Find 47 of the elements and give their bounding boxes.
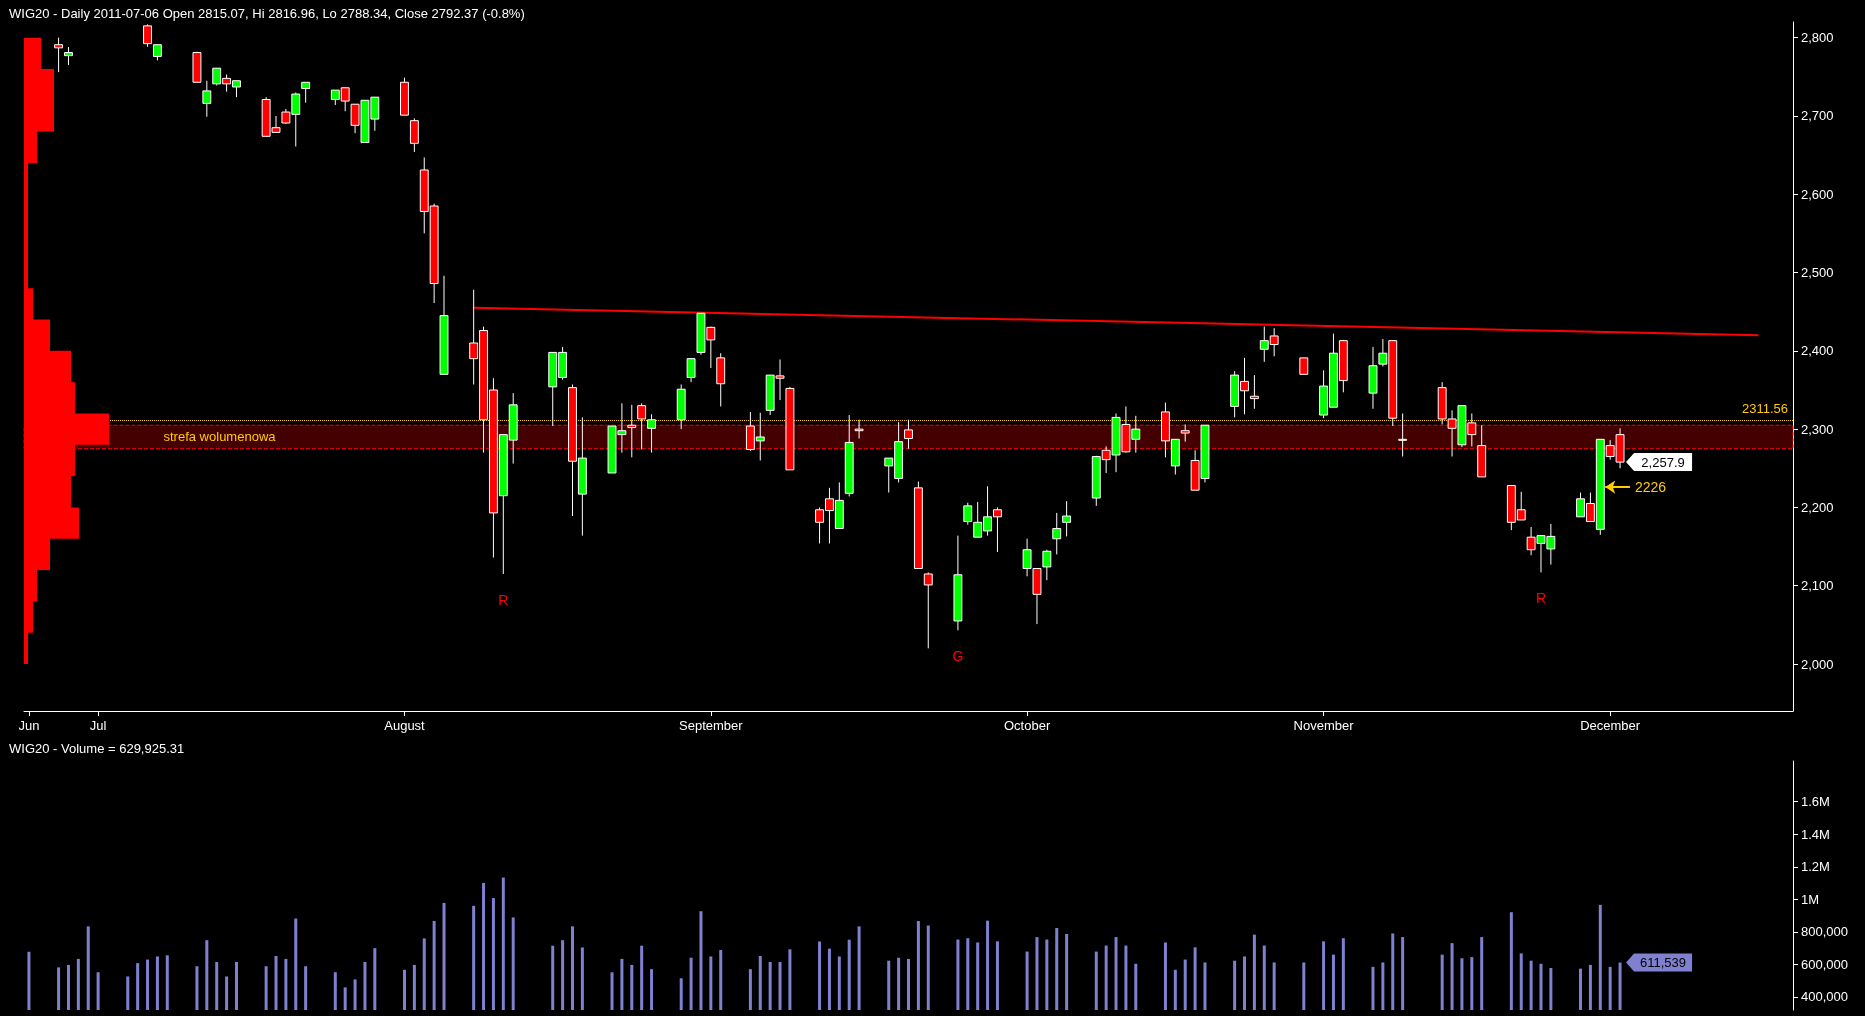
x-tick-label: September xyxy=(679,718,744,733)
x-tick-label: October xyxy=(1003,718,1051,733)
candlestick xyxy=(1052,512,1062,555)
y-tick-label: 2,000 xyxy=(1801,656,1834,672)
candlestick xyxy=(409,117,419,153)
candlestick xyxy=(54,37,64,73)
ref-line-label: 2311.56 xyxy=(1741,401,1788,417)
y-tick-label: 2,100 xyxy=(1801,578,1834,594)
y-tick-label: 1.2M xyxy=(1801,859,1830,875)
x-tick-label: Jul xyxy=(89,718,107,733)
candlestick xyxy=(1249,374,1259,410)
candlestick xyxy=(301,81,311,104)
annotation: R xyxy=(1535,590,1547,607)
x-tick-label: November xyxy=(1293,718,1355,733)
y-tick-label: 400,000 xyxy=(1801,989,1848,1005)
candlestick xyxy=(143,23,152,48)
candlestick xyxy=(963,502,973,526)
annotation: 611,539 xyxy=(1640,955,1687,971)
y-tick-label: 2,200 xyxy=(1801,499,1834,515)
annotation: G xyxy=(952,648,964,665)
y-tick-label: 2,600 xyxy=(1801,186,1834,202)
y-tick-label: 2,300 xyxy=(1801,421,1834,437)
candlestick xyxy=(202,80,212,118)
annotation: 2,257.9 xyxy=(1641,454,1685,470)
y-tick-label: 600,000 xyxy=(1801,956,1848,972)
band-label: strefa wolumenowa xyxy=(163,429,277,445)
y-tick-label: 2,500 xyxy=(1801,265,1834,281)
candlestick xyxy=(1062,500,1072,537)
candlestick xyxy=(923,571,933,649)
y-tick-label: 1M xyxy=(1801,891,1820,907)
chart-title: WIG20 - Daily 2011-07-06 Open 2815.07, Hi 2816.96, Lo 2788.34, Close 2792.37 (-0.8%) xyxy=(9,6,525,21)
y-tick-label: 2,700 xyxy=(1801,108,1834,124)
x-tick-label: Jun xyxy=(18,718,40,733)
candlestick xyxy=(64,46,73,66)
y-tick-label: 1.4M xyxy=(1801,826,1830,842)
annotation: R xyxy=(498,591,509,608)
y-tick-label: 2,400 xyxy=(1801,343,1834,359)
y-tick-label: 800,000 xyxy=(1801,924,1848,940)
x-tick-label: December xyxy=(1580,718,1641,733)
chart-title: WIG20 - Volume = 629,925.31 xyxy=(9,741,185,756)
candlestick xyxy=(1042,549,1052,581)
y-tick-label: 2,800 xyxy=(1801,30,1834,46)
x-tick-label: August xyxy=(384,718,426,733)
candlestick xyxy=(1398,412,1408,458)
annotation: 2226 xyxy=(1634,479,1667,496)
y-tick-label: 1.6M xyxy=(1801,794,1830,810)
candlestick xyxy=(686,358,696,383)
